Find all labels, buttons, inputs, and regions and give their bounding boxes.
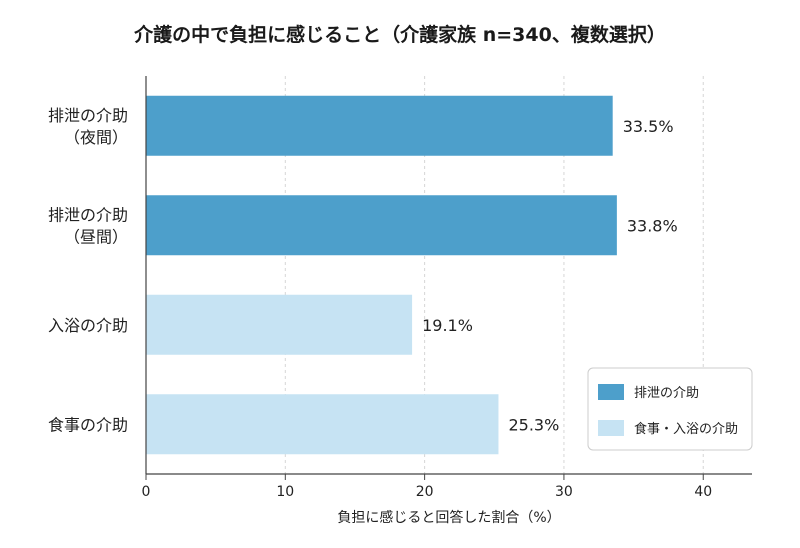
category-label-1-1: （昼間） [64, 227, 128, 246]
bar-0 [146, 95, 613, 156]
value-label-2: 19.1% [422, 316, 473, 335]
category-label-2-0: 入浴の介助 [48, 316, 128, 335]
value-label-0: 33.5% [623, 117, 674, 136]
legend-swatch-1 [598, 420, 624, 436]
category-label-3-0: 食事の介助 [48, 415, 128, 434]
x-axis-label: 負担に感じると回答した割合（%） [337, 509, 560, 526]
legend-label-0: 排泄の介助 [634, 386, 699, 401]
x-tick-label-30: 30 [555, 484, 573, 500]
bar-1 [146, 195, 617, 256]
legend-label-1: 食事・入浴の介助 [634, 421, 738, 437]
x-tick-label-40: 40 [694, 484, 712, 500]
category-label-0-1: （夜間） [64, 128, 128, 147]
legend-box [587, 367, 753, 451]
chart-title: 介護の中で負担に感じること（介護家族 n=340、複数選択） [134, 24, 666, 46]
bar-2 [146, 294, 413, 355]
x-tick-label-10: 10 [276, 484, 294, 500]
x-tick-label-20: 20 [416, 484, 434, 500]
legend-swatch-0 [598, 384, 624, 400]
value-label-3: 25.3% [508, 415, 559, 434]
category-label-0-0: 排泄の介助 [48, 106, 128, 125]
bar-3 [146, 394, 499, 455]
category-label-1-0: 排泄の介助 [48, 205, 128, 224]
x-tick-label-0: 0 [142, 484, 151, 500]
value-label-1: 33.8% [627, 216, 678, 235]
